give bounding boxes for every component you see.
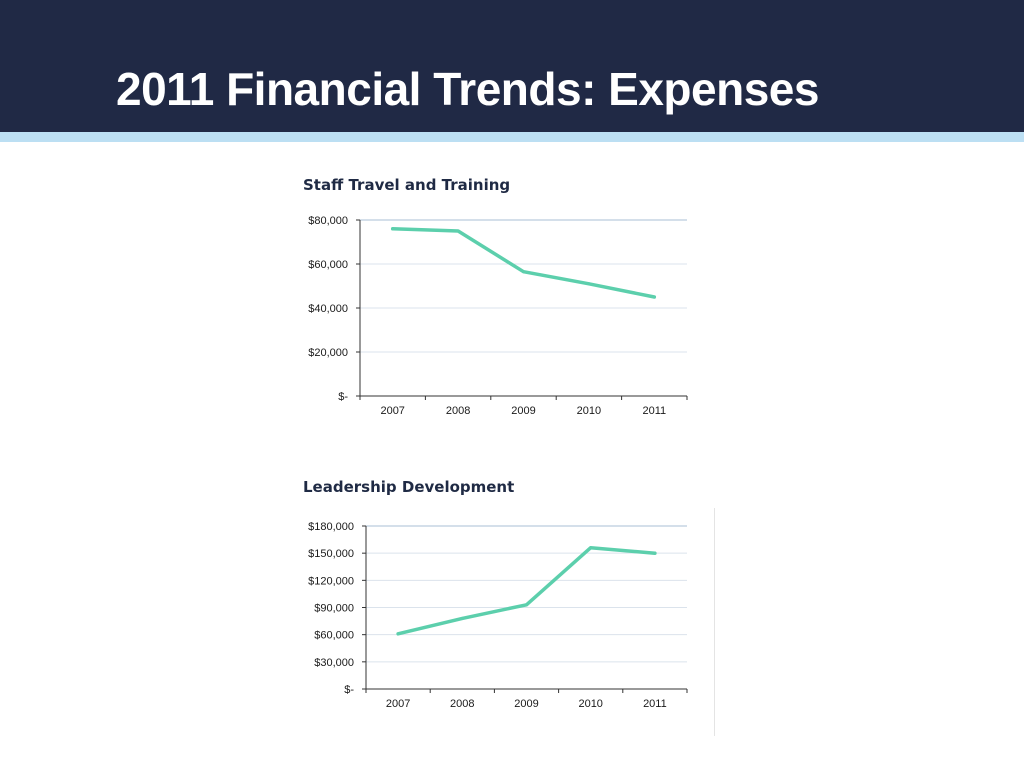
y-tick-label: $60,000 <box>314 630 354 642</box>
x-tick-label: 2011 <box>643 698 667 710</box>
x-tick-label: 2007 <box>386 698 410 710</box>
y-tick-label: $60,000 <box>308 259 348 271</box>
divider-line <box>714 508 715 736</box>
x-tick-label: 2007 <box>380 405 404 417</box>
x-tick-label: 2008 <box>446 405 470 417</box>
y-tick-label: $180,000 <box>308 521 354 533</box>
y-tick-label: $150,000 <box>308 548 354 560</box>
y-tick-label: $20,000 <box>308 347 348 359</box>
y-tick-label: $120,000 <box>308 575 354 587</box>
data-point <box>522 270 525 274</box>
y-tick-label: $90,000 <box>314 603 354 615</box>
x-tick-label: 2009 <box>514 698 538 710</box>
x-tick-label: 2011 <box>642 405 666 417</box>
series-line <box>390 227 657 299</box>
chart-staff-travel: $- $20,000 $40,000 $60,000 $80,000 2007 2008 20… <box>308 215 688 417</box>
x-tick-label: 2010 <box>577 405 601 417</box>
y-tick-label: $- <box>344 684 354 696</box>
data-point <box>652 295 656 299</box>
y-tick-label: $80,000 <box>308 215 348 227</box>
slide-header <box>0 0 1024 132</box>
data-point <box>391 227 395 231</box>
header-accent-stripe <box>0 132 1024 142</box>
data-point <box>456 229 460 233</box>
chart-title-leadership: Leadership Development <box>303 478 515 496</box>
x-tick-label: 2010 <box>578 698 602 710</box>
slide-title: 2011 Financial Trends: Expenses <box>116 63 819 115</box>
data-point <box>525 603 528 607</box>
chart-leadership: $- $30,000 $60,000 $90,000 $120,000 $150,000 $… <box>308 521 688 710</box>
x-tick-label: 2008 <box>450 698 474 710</box>
data-point <box>460 616 464 620</box>
data-point <box>589 546 593 550</box>
x-tick-label: 2009 <box>511 405 535 417</box>
y-tick-label: $30,000 <box>314 657 354 669</box>
series-line <box>396 545 657 636</box>
chart-title-staff-travel: Staff Travel and Training <box>303 176 511 194</box>
data-point <box>587 282 591 286</box>
y-tick-label: $- <box>338 391 348 403</box>
data-point <box>396 632 400 636</box>
data-point <box>653 551 657 555</box>
y-tick-label: $40,000 <box>308 303 348 315</box>
